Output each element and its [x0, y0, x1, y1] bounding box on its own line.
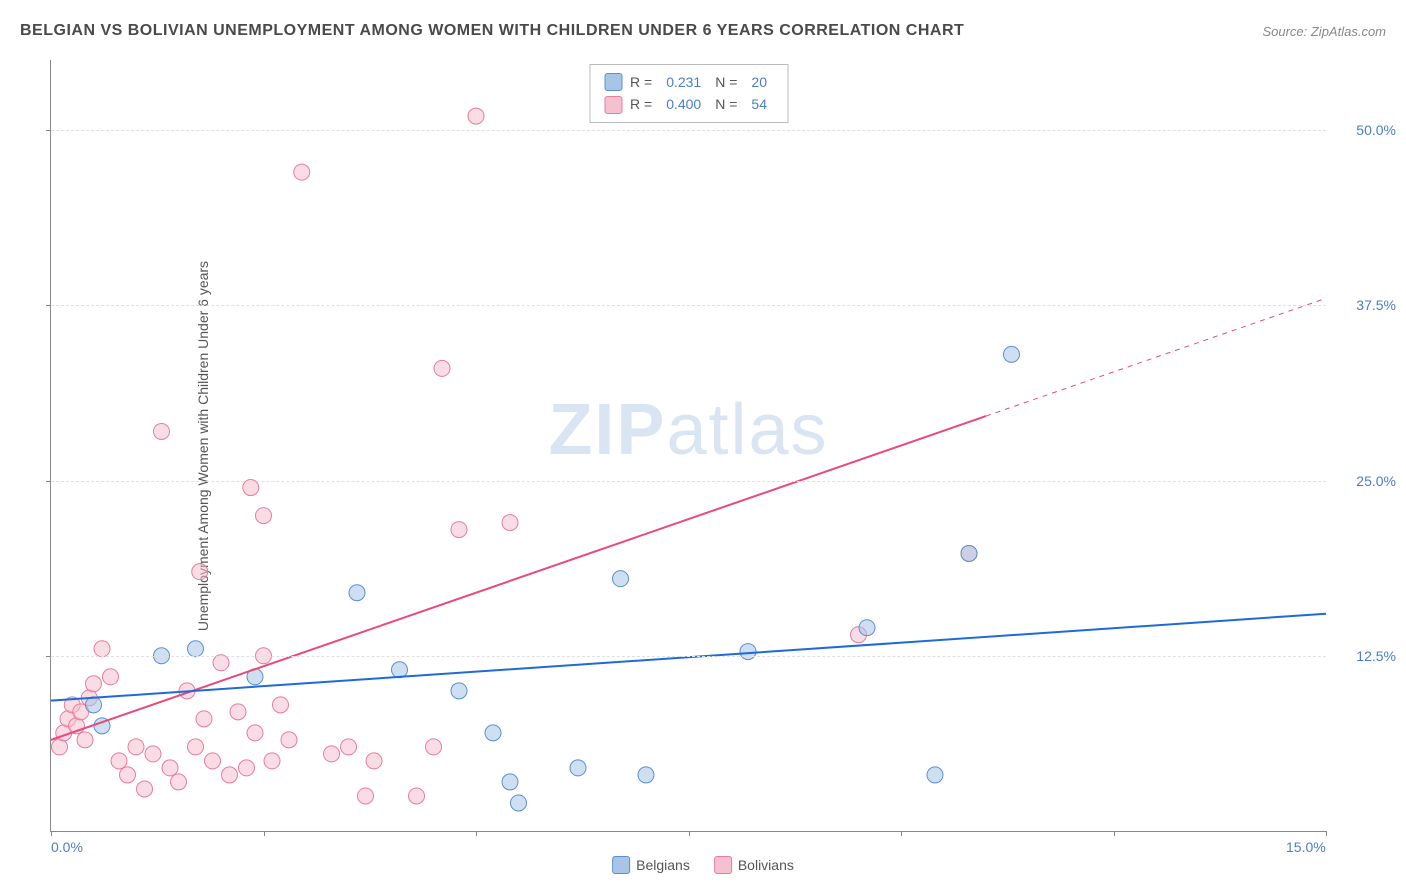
- n-label: N =: [715, 71, 737, 93]
- scatter-point: [205, 753, 221, 769]
- scatter-point: [120, 767, 136, 783]
- scatter-point: [294, 164, 310, 180]
- n-value-belgians: 20: [751, 71, 767, 93]
- scatter-point: [128, 739, 144, 755]
- legend-swatch-bolivians: [714, 856, 732, 874]
- scatter-point: [511, 795, 527, 811]
- scatter-point: [86, 697, 102, 713]
- scatter-point: [961, 545, 977, 561]
- scatter-point: [638, 767, 654, 783]
- legend-label: Bolivians: [738, 857, 794, 873]
- scatter-point: [366, 753, 382, 769]
- y-tick-label: 12.5%: [1356, 648, 1396, 664]
- scatter-point: [230, 704, 246, 720]
- y-tick-label: 37.5%: [1356, 297, 1396, 313]
- n-label: N =: [715, 93, 737, 115]
- trend-line-extrapolated: [986, 298, 1326, 416]
- scatter-point: [239, 760, 255, 776]
- scatter-point: [468, 108, 484, 124]
- source-attribution: Source: ZipAtlas.com: [1262, 24, 1386, 39]
- scatter-point: [192, 564, 208, 580]
- scatter-point: [451, 683, 467, 699]
- scatter-point: [740, 644, 756, 660]
- scatter-point: [243, 480, 259, 496]
- legend-label: Belgians: [636, 857, 690, 873]
- scatter-point: [222, 767, 238, 783]
- scatter-point: [162, 760, 178, 776]
- trend-line: [51, 614, 1326, 701]
- scatter-point: [188, 641, 204, 657]
- scatter-point: [358, 788, 374, 804]
- scatter-point: [171, 774, 187, 790]
- scatter-point: [570, 760, 586, 776]
- scatter-point: [111, 753, 127, 769]
- correlation-legend-box: R = 0.231 N = 20 R = 0.400 N = 54: [589, 64, 788, 123]
- scatter-point: [52, 739, 68, 755]
- scatter-point: [349, 585, 365, 601]
- scatter-point: [154, 423, 170, 439]
- correlation-legend-row: R = 0.400 N = 54: [604, 93, 773, 115]
- scatter-point: [264, 753, 280, 769]
- scatter-point: [188, 739, 204, 755]
- legend-item-belgians: Belgians: [612, 856, 690, 874]
- x-tick-label: 0.0%: [51, 839, 83, 855]
- scatter-point: [451, 522, 467, 538]
- scatter-point: [613, 571, 629, 587]
- scatter-point: [273, 697, 289, 713]
- scatter-point: [426, 739, 442, 755]
- legend-swatch-belgians: [612, 856, 630, 874]
- r-value-belgians: 0.231: [666, 71, 701, 93]
- x-tick-label: 15.0%: [1286, 839, 1326, 855]
- scatter-point: [256, 508, 272, 524]
- y-tick-label: 25.0%: [1356, 473, 1396, 489]
- scatter-point: [145, 746, 161, 762]
- legend-item-bolivians: Bolivians: [714, 856, 794, 874]
- title-bar: BELGIAN VS BOLIVIAN UNEMPLOYMENT AMONG W…: [20, 22, 1386, 40]
- scatter-point: [341, 739, 357, 755]
- scatter-point: [392, 662, 408, 678]
- legend-swatch-belgians: [604, 73, 622, 91]
- chart-title: BELGIAN VS BOLIVIAN UNEMPLOYMENT AMONG W…: [20, 22, 964, 40]
- scatter-point: [324, 746, 340, 762]
- scatter-point: [502, 515, 518, 531]
- series-legend: Belgians Bolivians: [612, 856, 794, 874]
- scatter-point: [485, 725, 501, 741]
- scatter-point: [502, 774, 518, 790]
- scatter-point: [137, 781, 153, 797]
- scatter-point: [94, 641, 110, 657]
- scatter-point: [281, 732, 297, 748]
- r-value-bolivians: 0.400: [666, 93, 701, 115]
- scatter-point: [77, 732, 93, 748]
- scatter-point: [859, 620, 875, 636]
- scatter-point: [1004, 346, 1020, 362]
- scatter-point: [213, 655, 229, 671]
- scatter-point: [409, 788, 425, 804]
- scatter-point: [247, 725, 263, 741]
- scatter-point: [196, 711, 212, 727]
- y-tick-label: 50.0%: [1356, 122, 1396, 138]
- r-label: R =: [630, 93, 652, 115]
- scatter-point: [86, 676, 102, 692]
- r-label: R =: [630, 71, 652, 93]
- scatter-point: [927, 767, 943, 783]
- scatter-point: [103, 669, 119, 685]
- plot-svg: [51, 60, 1326, 831]
- plot-area: R = 0.231 N = 20 R = 0.400 N = 54 ZIPatl…: [50, 60, 1326, 832]
- correlation-legend-row: R = 0.231 N = 20: [604, 71, 773, 93]
- legend-swatch-bolivians: [604, 96, 622, 114]
- scatter-point: [434, 360, 450, 376]
- n-value-bolivians: 54: [751, 93, 767, 115]
